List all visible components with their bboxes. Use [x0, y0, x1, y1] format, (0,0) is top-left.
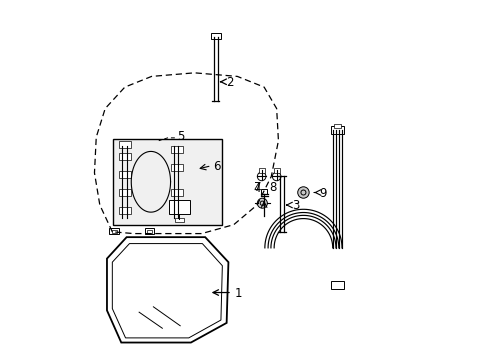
Text: 7: 7: [254, 181, 261, 194]
Text: 6: 6: [213, 160, 221, 173]
Bar: [111, 230, 116, 233]
Circle shape: [297, 187, 308, 198]
Bar: [119, 207, 131, 214]
Bar: [147, 230, 152, 233]
Bar: [168, 200, 190, 214]
Bar: [170, 146, 183, 153]
Bar: [170, 164, 183, 171]
Bar: [113, 139, 222, 225]
Text: 8: 8: [269, 181, 276, 194]
Bar: [330, 282, 343, 289]
Bar: [333, 124, 340, 128]
Bar: [170, 189, 183, 196]
Text: 1: 1: [234, 287, 242, 300]
Bar: [170, 207, 183, 214]
Text: 2: 2: [226, 76, 233, 89]
Bar: [119, 153, 131, 160]
Bar: [145, 228, 154, 234]
Bar: [119, 141, 131, 148]
Bar: [119, 189, 131, 196]
Text: 3: 3: [291, 199, 299, 212]
Bar: [258, 168, 264, 173]
Text: 5: 5: [176, 130, 183, 143]
Bar: [273, 168, 279, 173]
Bar: [175, 218, 183, 222]
Circle shape: [257, 198, 267, 208]
Bar: [109, 228, 119, 234]
Bar: [211, 33, 220, 39]
Bar: [330, 126, 343, 134]
Text: 9: 9: [319, 187, 326, 200]
Bar: [261, 189, 266, 194]
Bar: [119, 171, 131, 178]
Text: 4: 4: [253, 182, 260, 195]
